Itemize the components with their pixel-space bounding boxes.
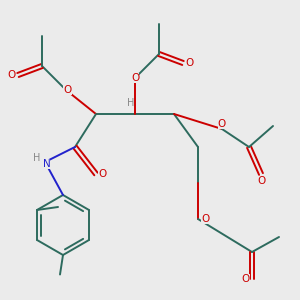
Text: O: O [241,274,250,284]
Text: H: H [127,98,134,108]
Text: O: O [63,85,72,95]
Text: H: H [33,153,40,164]
Text: O: O [8,70,16,80]
Text: O: O [257,176,265,186]
Text: O: O [131,73,139,83]
Text: O: O [201,214,210,224]
Text: O: O [218,118,226,129]
Text: O: O [185,58,193,68]
Text: N: N [43,159,50,170]
Text: O: O [98,169,107,179]
